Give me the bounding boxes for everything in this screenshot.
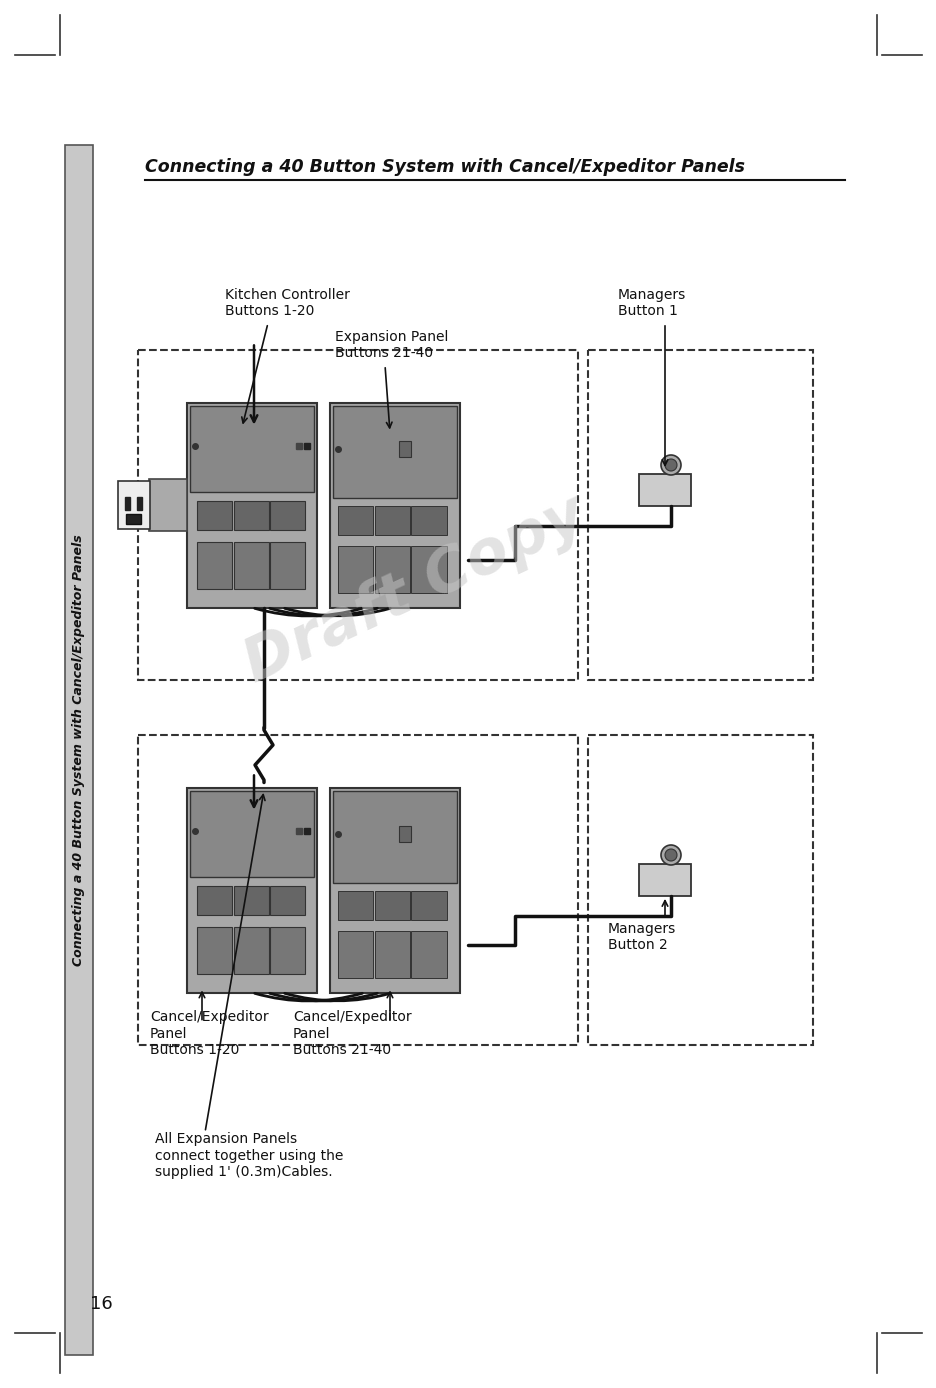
Text: Managers
Button 1: Managers Button 1 bbox=[618, 287, 685, 318]
Bar bbox=[374, 891, 410, 920]
Bar bbox=[638, 863, 690, 897]
Text: Draft Copy: Draft Copy bbox=[235, 486, 594, 695]
Bar bbox=[271, 543, 305, 589]
Bar bbox=[374, 931, 410, 977]
Circle shape bbox=[665, 849, 677, 861]
Bar bbox=[149, 479, 187, 532]
Bar bbox=[138, 350, 578, 680]
Text: Cancel/Expeditor
Panel
Buttons 21-40: Cancel/Expeditor Panel Buttons 21-40 bbox=[293, 1010, 411, 1056]
Text: Connecting a 40 Button System with Cancel/Expeditor Panels: Connecting a 40 Button System with Cance… bbox=[72, 534, 85, 966]
Bar bbox=[233, 886, 269, 915]
Bar bbox=[332, 405, 457, 498]
Bar bbox=[118, 482, 150, 529]
Bar bbox=[638, 473, 690, 507]
Circle shape bbox=[660, 845, 680, 865]
Text: Kitchen Controller
Buttons 1-20: Kitchen Controller Buttons 1-20 bbox=[225, 287, 349, 318]
Bar bbox=[271, 886, 305, 915]
Bar bbox=[233, 543, 269, 589]
Bar bbox=[374, 505, 410, 536]
Bar bbox=[187, 787, 316, 992]
Text: All Expansion Panels
connect together using the
supplied 1' (0.3m)Cables.: All Expansion Panels connect together us… bbox=[154, 1133, 343, 1178]
Bar bbox=[138, 736, 578, 1045]
Bar bbox=[374, 545, 410, 593]
Bar bbox=[271, 927, 305, 974]
Bar bbox=[124, 497, 130, 509]
Bar bbox=[588, 736, 812, 1045]
Bar bbox=[338, 931, 373, 977]
Bar bbox=[65, 144, 93, 1355]
Bar bbox=[332, 791, 457, 883]
Text: 16: 16 bbox=[90, 1295, 112, 1313]
Bar bbox=[411, 931, 446, 977]
Text: Connecting a 40 Button System with Cancel/Expeditor Panels: Connecting a 40 Button System with Cance… bbox=[145, 158, 744, 176]
Circle shape bbox=[665, 459, 677, 471]
Bar bbox=[197, 886, 232, 915]
Bar bbox=[190, 405, 314, 491]
Bar bbox=[125, 514, 140, 525]
Bar bbox=[187, 403, 316, 608]
Bar bbox=[329, 787, 460, 992]
Bar bbox=[233, 501, 269, 530]
Text: Managers
Button 2: Managers Button 2 bbox=[607, 922, 676, 952]
Bar bbox=[411, 545, 446, 593]
Bar bbox=[329, 403, 460, 608]
Circle shape bbox=[660, 455, 680, 475]
Bar bbox=[137, 497, 142, 509]
Bar bbox=[190, 791, 314, 877]
Bar bbox=[411, 891, 446, 920]
Bar bbox=[197, 501, 232, 530]
Bar bbox=[399, 826, 411, 841]
Bar bbox=[338, 891, 373, 920]
Bar bbox=[197, 927, 232, 974]
Bar bbox=[588, 350, 812, 680]
Bar bbox=[399, 440, 411, 457]
Bar bbox=[271, 501, 305, 530]
Bar bbox=[338, 545, 373, 593]
Bar bbox=[233, 927, 269, 974]
Bar bbox=[338, 505, 373, 536]
Text: Expansion Panel
Buttons 21-40: Expansion Panel Buttons 21-40 bbox=[335, 330, 448, 361]
Bar bbox=[411, 505, 446, 536]
Text: Cancel/Expeditor
Panel
Buttons 1-20: Cancel/Expeditor Panel Buttons 1-20 bbox=[150, 1010, 269, 1056]
Bar bbox=[197, 543, 232, 589]
